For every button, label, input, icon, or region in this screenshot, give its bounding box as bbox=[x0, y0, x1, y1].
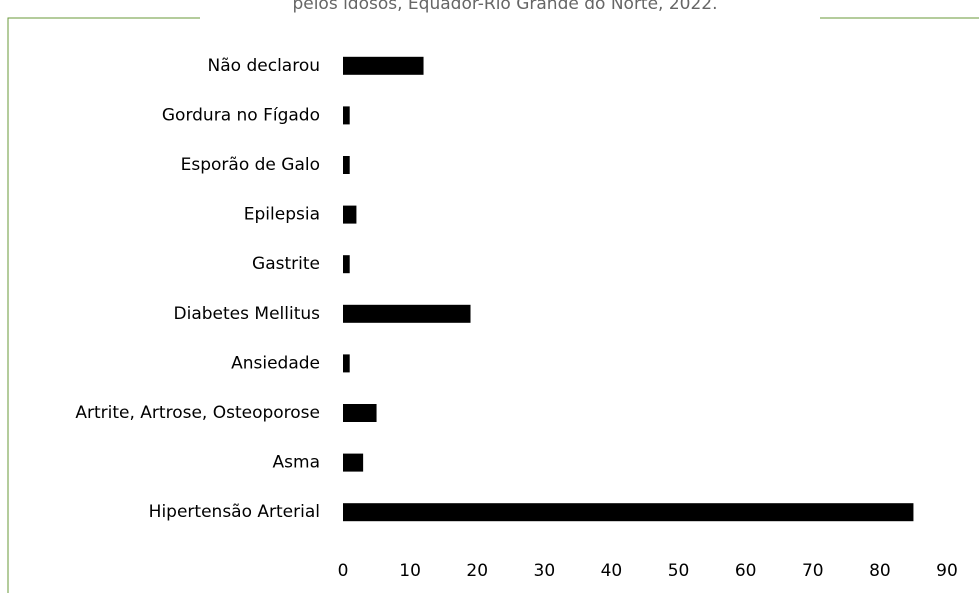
bar bbox=[343, 503, 914, 522]
bar bbox=[343, 404, 377, 422]
y-tick-label: Não declarou bbox=[208, 56, 320, 76]
x-tick-label: 60 bbox=[735, 561, 757, 581]
y-tick-label: Esporão de Galo bbox=[181, 155, 320, 175]
x-tick-label: 40 bbox=[601, 561, 623, 581]
x-tick-label: 30 bbox=[534, 561, 556, 581]
title-backdrop bbox=[200, 0, 820, 19]
y-tick-label: Diabetes Mellitus bbox=[174, 304, 321, 324]
x-tick-label: 50 bbox=[668, 561, 690, 581]
bar bbox=[343, 106, 350, 125]
bar bbox=[343, 453, 364, 472]
bar bbox=[343, 255, 350, 274]
y-tick-label: Artrite, Artrose, Osteoporose bbox=[75, 403, 320, 423]
x-tick-label: 10 bbox=[399, 561, 421, 581]
bar bbox=[343, 304, 471, 323]
bar bbox=[343, 156, 350, 174]
x-tick-label: 70 bbox=[802, 561, 824, 581]
x-tick-label: 20 bbox=[466, 561, 488, 581]
bar bbox=[343, 205, 357, 224]
y-tick-label: Asma bbox=[273, 453, 320, 473]
bar bbox=[343, 354, 350, 373]
x-tick-label: 0 bbox=[338, 561, 349, 581]
y-tick-label: Gordura no Fígado bbox=[162, 105, 320, 125]
y-tick-label: Gastrite bbox=[252, 254, 320, 274]
x-tick-label: 90 bbox=[936, 561, 958, 581]
chart-title: pelos idosos, Equador-Rio Grande do Nort… bbox=[292, 0, 717, 14]
bar bbox=[343, 56, 424, 75]
x-tick-label: 80 bbox=[869, 561, 891, 581]
y-tick-label: Hipertensão Arterial bbox=[149, 502, 320, 522]
y-tick-label: Ansiedade bbox=[231, 353, 320, 373]
y-tick-label: Epilepsia bbox=[244, 205, 320, 225]
